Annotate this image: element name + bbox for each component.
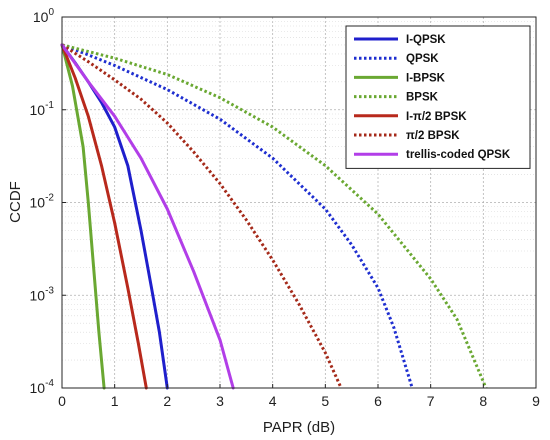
series-line-bpsk bbox=[61, 43, 488, 389]
x-tick-label: 5 bbox=[321, 393, 329, 409]
x-axis-label: PAPR (dB) bbox=[263, 419, 335, 436]
series-line-i-bpsk bbox=[60, 43, 106, 390]
y-axis-label: CCDF bbox=[7, 181, 24, 223]
legend-label: π/2 BPSK bbox=[406, 130, 460, 142]
axis-ticks: 0 1 2 3 4 5 6 7 8 9 100 10-1 10-2 10-3 10-4 bbox=[30, 7, 541, 409]
x-tick-label: 0 bbox=[58, 393, 66, 409]
series-line--2-bpsk bbox=[61, 43, 343, 389]
legend-label: I-π/2 BPSK bbox=[406, 111, 467, 123]
y-tick-label: 10-3 bbox=[30, 285, 55, 303]
legend-label: I-BPSK bbox=[406, 72, 446, 84]
legend-label: I-QPSK bbox=[406, 34, 446, 46]
series-line-i-2-bpsk bbox=[60, 43, 148, 390]
legend-label: trellis-coded QPSK bbox=[406, 149, 511, 161]
x-tick-label: 7 bbox=[427, 393, 435, 409]
y-tick-label: 10-1 bbox=[30, 100, 55, 118]
x-tick-label: 3 bbox=[216, 393, 224, 409]
legend-label: BPSK bbox=[406, 92, 439, 104]
y-tick-label: 100 bbox=[33, 7, 55, 25]
legend-label: QPSK bbox=[406, 53, 439, 65]
y-tick-label: 10-4 bbox=[30, 378, 55, 396]
x-tick-label: 2 bbox=[163, 393, 171, 409]
series-lines bbox=[60, 43, 488, 390]
series-line-qpsk bbox=[61, 43, 414, 389]
x-tick-label: 6 bbox=[374, 393, 382, 409]
x-tick-label: 9 bbox=[532, 393, 540, 409]
legend: I-QPSK QPSK I-BPSK BPSK I-π/2 BPSK π/2 BPSK tr… bbox=[345, 25, 531, 169]
legend-box bbox=[345, 25, 531, 169]
series-line-trellis-coded-qpsk bbox=[60, 43, 235, 390]
x-tick-label: 4 bbox=[269, 393, 277, 409]
y-tick-label: 10-2 bbox=[30, 193, 55, 211]
x-tick-label: 8 bbox=[479, 393, 487, 409]
x-tick-label: 1 bbox=[111, 393, 119, 409]
